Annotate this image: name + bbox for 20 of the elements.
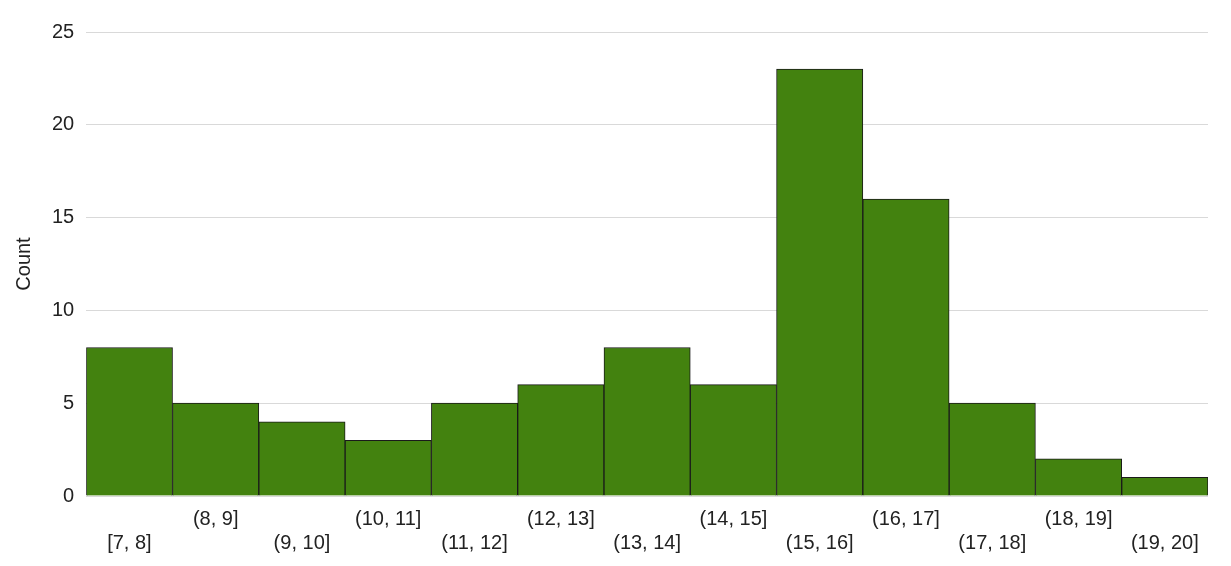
x-tick-label: (14, 15] xyxy=(699,506,768,529)
y-axis-title: Count xyxy=(11,236,34,291)
x-tick-label: (19, 20] xyxy=(1130,530,1199,553)
x-tick-label: (11, 12] xyxy=(441,530,508,553)
x-tick-label: (17, 18] xyxy=(958,530,1027,553)
y-tick-label: 0 xyxy=(63,483,75,506)
y-tick-label: 20 xyxy=(52,112,75,135)
x-tick-label: (16, 17] xyxy=(872,506,940,529)
x-tick-label: (10, 11] xyxy=(355,506,422,529)
x-tick-label: (18, 19] xyxy=(1044,506,1113,529)
x-tick-label: (9, 10] xyxy=(273,530,331,553)
x-tick-label: [7, 8] xyxy=(107,530,152,553)
x-tick-label: (13, 14] xyxy=(613,530,682,553)
y-tick-label: 5 xyxy=(63,390,75,413)
x-tick-label: (12, 13] xyxy=(526,506,595,529)
y-tick-label: 15 xyxy=(52,205,75,228)
x-tick-label: (15, 16] xyxy=(785,530,854,553)
x-tick-label: (8, 9] xyxy=(192,506,239,529)
y-tick-label: 10 xyxy=(52,297,75,320)
y-tick-label: 25 xyxy=(52,19,75,42)
